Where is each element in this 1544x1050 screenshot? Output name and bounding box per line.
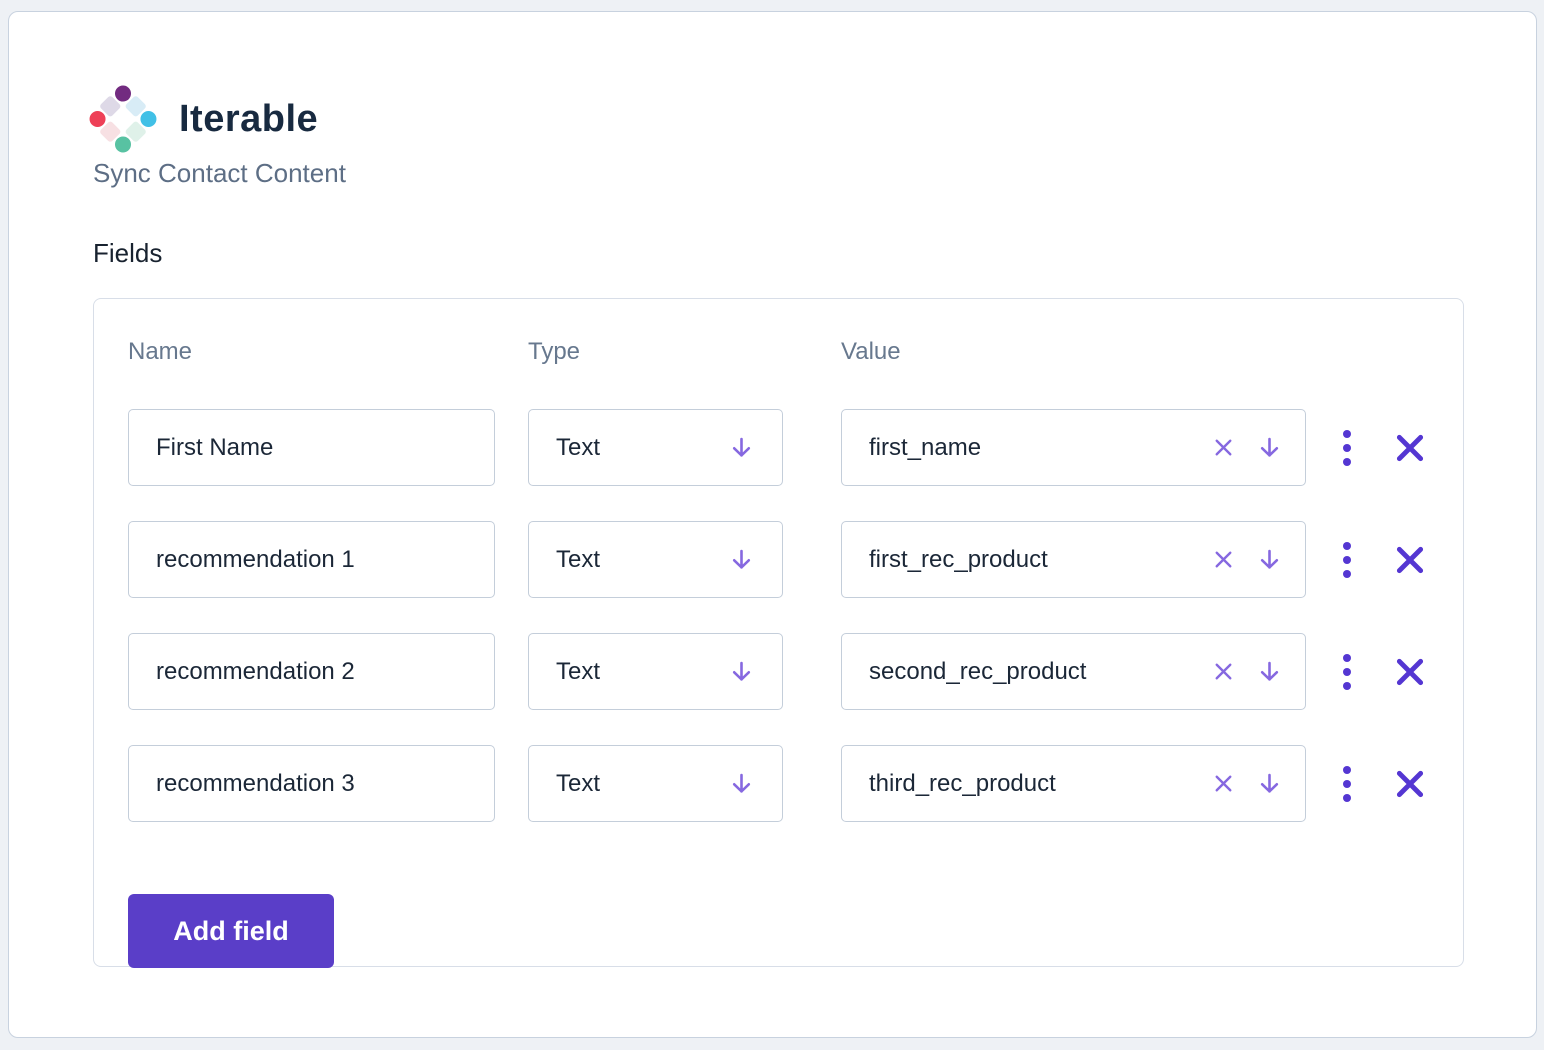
type-dropdown-arrow-icon[interactable] bbox=[728, 770, 755, 797]
remove-field-icon[interactable] bbox=[1393, 767, 1427, 801]
fields-section-label: Fields bbox=[93, 238, 163, 268]
column-header-name: Name bbox=[128, 338, 193, 365]
field-row: Text bbox=[128, 409, 1429, 486]
field-row: Text bbox=[128, 521, 1429, 598]
field-type-select[interactable]: Text bbox=[528, 633, 783, 710]
value-dropdown-arrow-icon[interactable] bbox=[1256, 658, 1283, 685]
iterable-logo-icon bbox=[86, 82, 160, 156]
add-field-button[interactable]: Add field bbox=[128, 894, 334, 968]
field-name-input[interactable] bbox=[128, 521, 495, 598]
remove-field-icon[interactable] bbox=[1393, 431, 1427, 465]
clear-value-icon[interactable] bbox=[1211, 547, 1236, 572]
value-dropdown-arrow-icon[interactable] bbox=[1256, 770, 1283, 797]
field-name-input[interactable] bbox=[128, 633, 495, 710]
field-type-value: Text bbox=[556, 433, 601, 461]
field-value-combobox[interactable] bbox=[841, 521, 1306, 598]
value-dropdown-arrow-icon[interactable] bbox=[1256, 546, 1283, 573]
field-value-input[interactable] bbox=[869, 545, 1211, 574]
clear-value-icon[interactable] bbox=[1211, 659, 1236, 684]
page-subtitle: Sync Contact Content bbox=[93, 158, 346, 188]
brand-header: Iterable bbox=[86, 82, 1536, 156]
kebab-menu-icon[interactable] bbox=[1339, 653, 1355, 691]
field-type-select[interactable]: Text bbox=[528, 521, 783, 598]
field-value-input[interactable] bbox=[869, 657, 1211, 686]
field-type-select[interactable]: Text bbox=[528, 745, 783, 822]
field-row: Text bbox=[128, 745, 1429, 822]
field-value-input[interactable] bbox=[869, 433, 1211, 462]
connector-config-card: Iterable Sync Contact Content Fields Nam… bbox=[8, 11, 1537, 1038]
remove-field-icon[interactable] bbox=[1393, 655, 1427, 689]
field-type-value: Text bbox=[556, 545, 601, 573]
field-type-value: Text bbox=[556, 769, 601, 797]
field-value-combobox[interactable] bbox=[841, 633, 1306, 710]
field-row: Text bbox=[128, 633, 1429, 710]
field-name-input[interactable] bbox=[128, 745, 495, 822]
value-dropdown-arrow-icon[interactable] bbox=[1256, 434, 1283, 461]
field-type-value: Text bbox=[556, 657, 601, 685]
column-header-type: Type bbox=[528, 338, 581, 365]
field-value-combobox[interactable] bbox=[841, 745, 1306, 822]
field-value-input[interactable] bbox=[869, 769, 1211, 798]
field-type-select[interactable]: Text bbox=[528, 409, 783, 486]
type-dropdown-arrow-icon[interactable] bbox=[728, 658, 755, 685]
column-header-value: Value bbox=[841, 338, 901, 365]
kebab-menu-icon[interactable] bbox=[1339, 541, 1355, 579]
type-dropdown-arrow-icon[interactable] bbox=[728, 434, 755, 461]
type-dropdown-arrow-icon[interactable] bbox=[728, 546, 755, 573]
kebab-menu-icon[interactable] bbox=[1339, 765, 1355, 803]
kebab-menu-icon[interactable] bbox=[1339, 429, 1355, 467]
field-name-input[interactable] bbox=[128, 409, 495, 486]
clear-value-icon[interactable] bbox=[1211, 771, 1236, 796]
clear-value-icon[interactable] bbox=[1211, 435, 1236, 460]
field-value-combobox[interactable] bbox=[841, 409, 1306, 486]
fields-panel: Name Type Value Text bbox=[93, 298, 1464, 968]
field-rows: Text bbox=[128, 409, 1429, 822]
column-headers: Name Type Value bbox=[128, 338, 1429, 366]
remove-field-icon[interactable] bbox=[1393, 543, 1427, 577]
brand-title: Iterable bbox=[179, 97, 319, 140]
